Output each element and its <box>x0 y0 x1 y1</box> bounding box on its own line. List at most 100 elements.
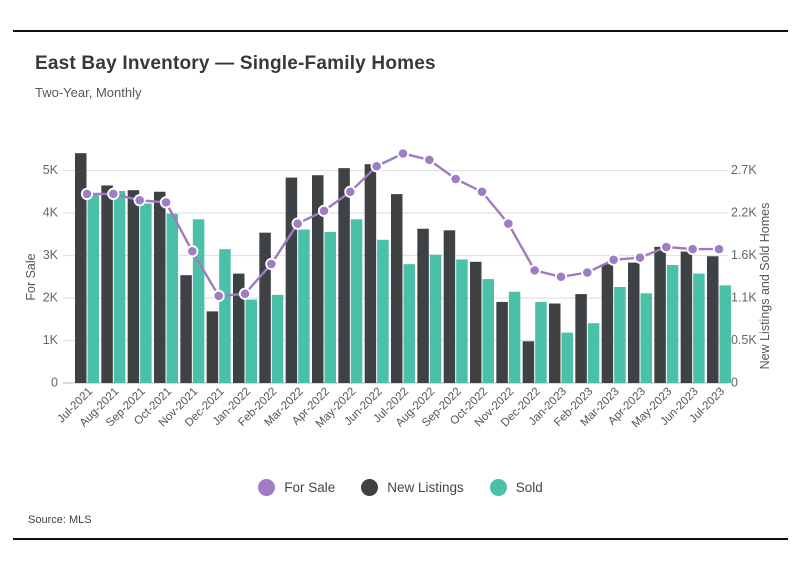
for-sale-point <box>133 194 146 207</box>
new-listings-legend-dot-icon <box>361 479 379 496</box>
left-axis-tick-label: 2K <box>43 290 59 304</box>
for-sale-point <box>317 204 331 217</box>
bar-sold <box>587 323 600 383</box>
left-axis-tick-label: 0 <box>51 375 58 389</box>
for-sale-point <box>212 289 225 302</box>
bar-new-listings <box>391 194 403 383</box>
page-title: East Bay Inventory — Single-Family Homes <box>35 53 436 74</box>
bar-sold <box>192 219 205 383</box>
for-sale-line <box>87 152 719 298</box>
left-axis-tick-label: 5K <box>43 163 59 177</box>
bar-new-listings <box>338 168 350 383</box>
for-sale-point <box>712 243 726 256</box>
bar-new-listings <box>312 175 324 383</box>
bar-sold <box>640 293 652 383</box>
for-sale-point <box>449 172 462 186</box>
bar-sold <box>403 264 415 383</box>
bar-sold <box>113 190 126 383</box>
sold-legend-dot-icon <box>489 479 507 496</box>
right-axis-tick-label: 1.1K <box>731 290 757 304</box>
bar-sold <box>166 213 178 383</box>
bar-new-listings <box>127 190 140 383</box>
bar-new-listings <box>154 191 166 383</box>
bar-new-listings <box>285 177 298 383</box>
bar-new-listings <box>206 311 219 383</box>
bar-sold <box>350 219 363 383</box>
bar-sold <box>87 193 99 383</box>
bar-sold <box>535 301 547 383</box>
bar-new-listings <box>417 228 429 383</box>
bar-sold <box>245 299 257 383</box>
legend-item-new-listings: New Listings <box>361 479 464 496</box>
top-rule <box>13 30 788 32</box>
bar-new-listings <box>75 153 87 383</box>
bar-new-listings <box>443 230 456 383</box>
right-axis-tick-label: 1.6K <box>731 248 757 262</box>
bar-new-listings <box>549 303 561 383</box>
for-sale-point <box>633 251 647 264</box>
right-axis-tick-label: 0 <box>731 375 738 389</box>
bar-sold <box>508 291 521 383</box>
for-sale-point <box>423 153 436 166</box>
bar-new-listings <box>575 294 587 383</box>
bar-new-listings <box>601 264 614 383</box>
bar-sold <box>719 285 731 383</box>
for-sale-point <box>291 217 304 230</box>
for-sale-point <box>475 185 489 198</box>
bar-sold <box>377 239 389 383</box>
bar-new-listings <box>496 301 508 383</box>
for-sale-point <box>686 243 699 256</box>
bar-new-listings <box>101 185 113 383</box>
legend-item-sold: Sold <box>489 479 543 496</box>
left-axis-title: For Sale <box>24 253 38 301</box>
bar-new-listings <box>470 261 482 383</box>
bottom-rule <box>13 538 788 540</box>
legend-label: For Sale <box>284 480 336 495</box>
for-sale-point <box>607 253 620 266</box>
bar-sold <box>271 294 284 383</box>
bar-sold <box>666 264 679 383</box>
for-sale-point <box>581 266 594 279</box>
left-axis-tick-label: 4K <box>43 205 59 219</box>
for-sale-point <box>265 257 278 271</box>
legend: For Sale New Listings Sold <box>0 479 801 496</box>
for-sale-point <box>107 187 120 200</box>
bar-sold <box>298 229 310 383</box>
bar-new-listings <box>628 262 640 383</box>
legend-label: Sold <box>515 480 543 495</box>
legend-item-for-sale: For Sale <box>258 479 335 496</box>
bar-new-listings <box>680 251 693 383</box>
bar-new-listings <box>654 246 666 383</box>
legend-label: New Listings <box>387 480 464 495</box>
bar-sold <box>140 203 152 383</box>
bar-sold <box>482 279 494 383</box>
page-subtitle: Two-Year, Monthly <box>35 85 142 100</box>
bar-sold <box>429 254 442 383</box>
bar-sold <box>614 286 626 383</box>
for-sale-point <box>396 147 410 160</box>
left-axis-tick-label: 3K <box>43 248 59 262</box>
bar-sold <box>561 332 573 383</box>
bar-sold <box>219 249 231 383</box>
bar-new-listings <box>707 256 719 383</box>
right-axis-tick-label: 2.2K <box>731 205 757 219</box>
for-sale-point <box>344 185 357 198</box>
for-sale-point <box>528 264 541 277</box>
for-sale-legend-dot-icon <box>258 479 276 496</box>
bar-new-listings <box>233 273 245 383</box>
for-sale-point <box>186 245 199 258</box>
bar-sold <box>456 259 468 383</box>
for-sale-point <box>502 217 515 230</box>
right-axis-tick-label: 0.5K <box>731 333 757 347</box>
right-axis-tick-label: 2.7K <box>731 163 757 177</box>
for-sale-point <box>80 187 94 200</box>
bar-sold <box>693 273 705 383</box>
for-sale-point <box>660 240 673 254</box>
for-sale-point <box>238 287 252 300</box>
source-note: Source: MLS <box>28 514 92 526</box>
for-sale-point <box>370 160 383 173</box>
bar-new-listings <box>522 341 535 383</box>
right-axis-title: New Listings and Sold Homes <box>758 202 772 370</box>
left-axis-tick-label: 1K <box>43 333 59 347</box>
